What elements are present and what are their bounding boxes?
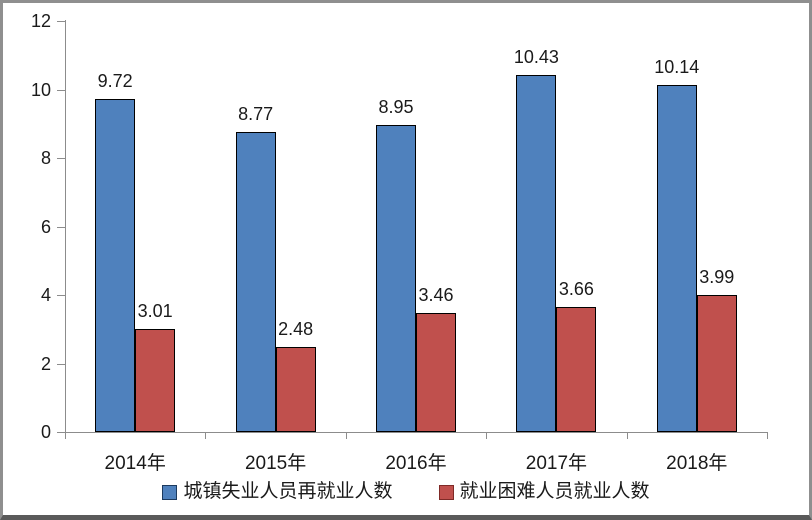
x-category-label: 2016年 — [385, 453, 447, 474]
bar-series1-cat1 — [95, 99, 136, 432]
y-tick-mark — [57, 363, 65, 365]
y-axis-tick-label: 10 — [30, 79, 51, 100]
legend-item: 城镇失业人员再就业人数 — [162, 481, 393, 503]
bar-value-label: 2.48 — [278, 319, 314, 340]
y-tick-mark — [57, 21, 65, 22]
y-axis-tick-label: 12 — [30, 11, 51, 31]
y-axis-tick-label: 8 — [40, 148, 51, 168]
bar-series1-cat5 — [656, 84, 697, 432]
y-tick-mark — [57, 295, 65, 296]
legend-item: 就业困难人员就业人数 — [438, 481, 650, 503]
x-tick-mark — [486, 433, 488, 439]
x-tick-mark — [767, 433, 768, 439]
bar-series1-cat4 — [516, 74, 557, 432]
y-tick-mark — [57, 89, 65, 91]
bar-series2-cat4 — [556, 306, 597, 432]
bar-value-label: 8.77 — [238, 103, 274, 124]
bar-value-label: 10.14 — [654, 56, 700, 77]
chart-legend: 城镇失业人员再就业人数 就业困难人员就业人数 — [3, 481, 809, 503]
bar-series1-cat3 — [376, 125, 416, 432]
bar-series2-cat5 — [696, 295, 737, 432]
bar-value-label: 3.66 — [558, 278, 594, 299]
y-axis-tick-label: 6 — [40, 216, 51, 237]
bar-value-label: 3.01 — [137, 300, 173, 321]
x-tick-mark — [626, 433, 628, 439]
x-tick-mark — [205, 433, 207, 439]
legend-swatch-icon — [162, 484, 178, 500]
bar-value-label: 10.43 — [513, 46, 559, 67]
x-category-label: 2017年 — [525, 453, 588, 474]
x-tick-mark — [65, 433, 66, 439]
x-axis-line — [65, 432, 768, 433]
bar-value-label: 9.72 — [97, 71, 133, 92]
bar-series2-cat2 — [275, 347, 316, 432]
y-axis-tick-label: 2 — [40, 353, 51, 374]
bar-value-label: 8.95 — [378, 97, 414, 118]
y-axis-tick-label: 0 — [40, 422, 51, 442]
legend-label: 就业困难人员就业人数 — [459, 481, 650, 502]
legend-label: 城镇失业人员再就业人数 — [183, 481, 393, 502]
x-category-label: 2015年 — [244, 453, 307, 474]
bar-series2-cat1 — [135, 328, 176, 432]
bar-value-label: 3.99 — [699, 267, 735, 288]
bar-value-label: 3.46 — [418, 285, 454, 306]
legend-swatch-icon — [438, 484, 454, 500]
y-tick-mark — [57, 432, 65, 433]
y-axis-tick-label: 4 — [40, 285, 51, 305]
bar-series2-cat3 — [416, 313, 456, 432]
y-tick-mark — [57, 226, 65, 228]
x-tick-mark — [345, 433, 347, 439]
bar-series1-cat2 — [235, 131, 276, 432]
x-category-label: 2014年 — [104, 453, 166, 474]
x-category-label: 2018年 — [666, 453, 728, 474]
y-tick-mark — [57, 158, 65, 159]
y-axis-line — [65, 20, 66, 432]
